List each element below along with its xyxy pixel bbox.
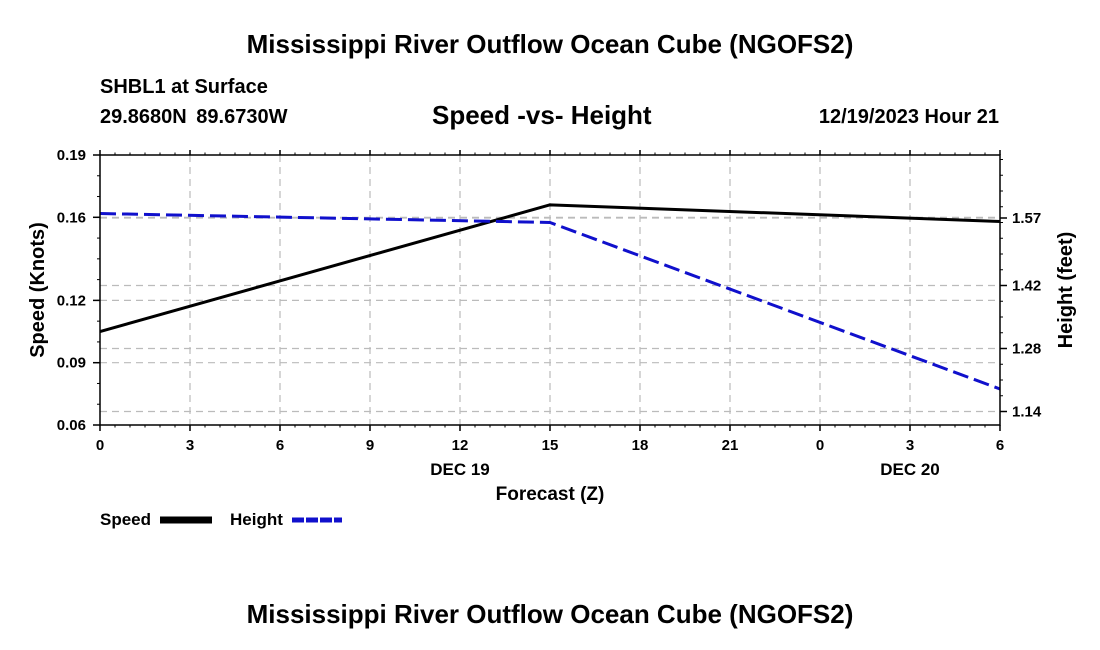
x-tick-label: 3 [186, 437, 194, 454]
x-tick-label: 0 [816, 437, 824, 454]
y-right-tick-label: 1.57 [1012, 210, 1041, 227]
x-tick-label: 6 [996, 437, 1004, 454]
y-left-tick-label: 0.09 [57, 355, 86, 372]
y-left-tick-label: 0.06 [57, 417, 86, 434]
y-left-axis-title: Speed (Knots) [27, 222, 49, 358]
station-label: SHBL1 at Surface [100, 76, 268, 98]
x-axis-title: Forecast (Z) [496, 484, 605, 505]
y-right-tick-label: 1.14 [1012, 404, 1042, 421]
chart-subtitle: Speed -vs- Height [432, 100, 652, 130]
y-left-tick-label: 0.16 [57, 209, 86, 226]
y-right-axis-title: Height (feet) [1055, 232, 1077, 349]
date-label: DEC 19 [430, 460, 490, 479]
x-tick-label: 3 [906, 437, 914, 454]
repeat-title: Mississippi River Outflow Ocean Cube (NG… [246, 599, 854, 629]
x-tick-label: 0 [96, 437, 104, 454]
legend-speed-label: Speed [100, 510, 152, 529]
y-left-tick-label: 0.12 [57, 292, 86, 309]
y-right-tick-label: 1.28 [1012, 341, 1041, 358]
main-title: Mississippi River Outflow Ocean Cube (NG… [246, 29, 854, 59]
x-tick-label: 21 [722, 437, 739, 454]
series-height-line [99, 212, 1001, 391]
y-left-tick-label: 0.19 [57, 147, 86, 164]
legend-height-label: Height [230, 510, 283, 529]
x-tick-label: 12 [452, 437, 469, 454]
coordinates-label: 29.8680N 89.6730W [100, 106, 288, 128]
x-tick-label: 9 [366, 437, 374, 454]
series-speed-line [99, 203, 1001, 333]
x-tick-label: 6 [276, 437, 284, 454]
series [99, 203, 1001, 391]
forecast-datetime: 12/19/2023 Hour 21 [818, 106, 999, 128]
grid [100, 155, 1000, 425]
ticks [93, 150, 1007, 431]
x-tick-label: 15 [542, 437, 559, 454]
y-right-tick-label: 1.42 [1012, 278, 1041, 295]
axis-labels: 0 3 6 9 12 15 18 21 0 3 6 DEC 19 DEC 20 Forecast (Z) 0… [27, 147, 1077, 505]
x-tick-label: 18 [632, 437, 649, 454]
date-label: DEC 20 [880, 460, 940, 479]
